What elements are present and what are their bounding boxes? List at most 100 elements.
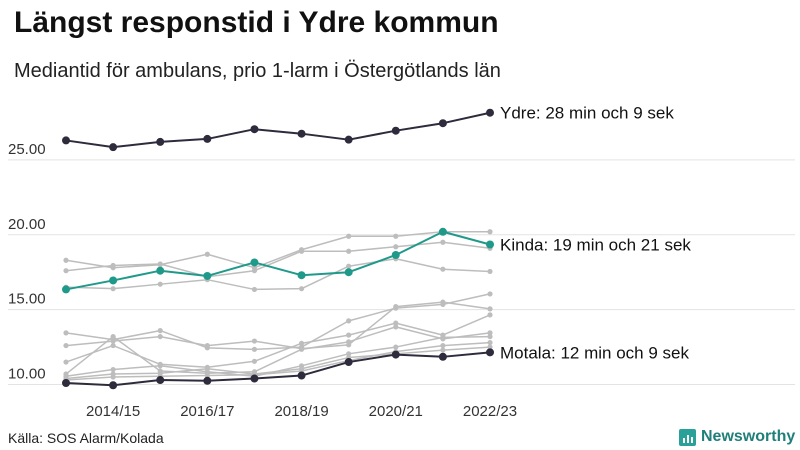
other-series-7-point [346,339,352,345]
source-note: Källa: SOS Alarm/Kolada [8,430,164,446]
other-series-6-point [251,358,258,364]
chart-title: Längst responstid i Ydre kommun [14,6,499,39]
other-series-10-point [110,374,116,380]
other-series-10-point [204,372,210,379]
other-series-6-point [487,312,493,318]
ydre-point [391,126,400,135]
other-series-1-point [393,233,399,239]
ydre-point [297,129,306,138]
motala-point [62,379,70,388]
motala-point [486,348,494,357]
newsworthy-logo: Newsworthy [679,428,795,446]
y-tick-label: 25.00 [8,141,46,158]
other-series-3-line [65,257,491,291]
other-series-5-point [393,304,399,310]
kinda-point [250,258,259,267]
other-series-1-point [346,233,352,239]
kinda-label: Kinda: 19 min och 21 sek [500,236,691,255]
motala-point [297,371,306,380]
motala-point [156,376,165,385]
other-series-5-point [487,306,493,312]
other-series-7-point [298,346,305,352]
other-series-3-point [110,286,116,292]
other-series-2-point [440,239,446,245]
motala-point [391,350,400,359]
other-series-10-point [440,342,446,349]
motala-point [344,358,353,367]
kinda-point [203,271,212,280]
brand-name: Newsworthy [701,428,796,445]
other-series-7-point [487,330,493,336]
motala-point [203,376,212,385]
other-series-4-point [346,318,352,324]
other-series-7-line [65,326,491,375]
other-series-9-line [65,346,491,380]
other-series-5-point [157,333,163,340]
ydre-point [438,119,447,128]
other-series-1-point [487,229,493,235]
other-series-1-point [204,251,210,257]
other-series-8-point [440,334,446,340]
ydre-point [109,143,118,152]
other-series-5-point [204,342,210,349]
x-tick-label: 2020/21 [369,403,423,420]
y-tick-label: 20.00 [8,216,46,233]
y-tick-label: 10.00 [8,366,46,383]
other-series-2-point [298,248,305,254]
x-tick-label: 2018/19 [274,403,328,420]
other-series-2-point [157,261,163,267]
other-series-9-point [204,366,210,372]
kinda-point [344,268,353,277]
other-series-5-point [110,338,116,344]
kinda-point [391,250,400,259]
other-series-8-point [110,366,116,373]
x-tick-label: 2016/17 [180,403,234,420]
other-series-5-point [251,338,258,344]
other-series-6-line [65,314,491,369]
ydre-point [203,134,212,143]
other-series-6-point [298,340,305,346]
other-series-5-point [63,342,69,349]
ydre-line [65,111,491,149]
other-series-2-point [346,248,352,254]
kinda-point [438,227,447,236]
other-series-9-point [487,344,493,350]
other-series-3-point [487,268,493,275]
other-series-6-point [346,332,352,338]
ydre-label: Ydre: 28 min och 9 sek [500,104,674,123]
other-series-4-line [65,293,491,351]
kinda-point [486,240,494,249]
kinda-point [109,276,118,285]
kinda-line [65,230,491,291]
other-series-5-point [440,299,446,305]
other-series-2-point [393,244,399,250]
other-series-4-point [63,330,69,336]
other-series-3-point [251,286,258,293]
bar-chart-icon [679,428,696,446]
other-series-6-point [110,342,116,349]
other-series-10-line [65,341,491,381]
other-series-3-point [157,281,163,287]
kinda-point [62,285,70,294]
x-tick-label: 2022/23 [463,403,517,420]
other-series-9-point [440,347,446,353]
other-series-4-point [251,346,258,352]
other-series-8-point [393,344,399,350]
other-series-2-point [251,268,258,274]
other-series-1-line [65,231,490,269]
other-series-8-point [157,363,163,369]
other-series-7-point [393,324,399,330]
motala-line [65,351,491,387]
ydre-point [62,136,70,145]
y-tick-label: 15.00 [8,291,46,308]
other-series-2-point [110,262,116,269]
kinda-point [297,271,306,280]
other-series-3-point [440,266,446,272]
chart-subtitle: Mediantid för ambulans, prio 1-larm i Ös… [14,60,501,82]
other-series-3-point [298,286,305,292]
other-series-10-point [487,339,493,346]
other-series-2-point [63,268,69,274]
motala-point [250,374,259,383]
other-series-6-point [393,320,399,326]
